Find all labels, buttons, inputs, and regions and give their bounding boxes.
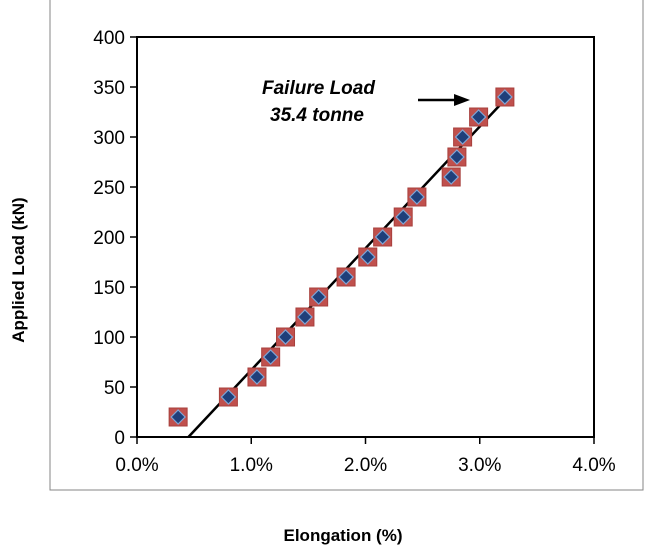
annotation-arrowhead	[454, 94, 471, 106]
data-point-diamond	[374, 229, 391, 245]
y-axis-title: Applied Load (kN)	[9, 197, 28, 342]
y-tick-label: 200	[93, 228, 125, 249]
x-axis-title: Elongation (%)	[284, 526, 403, 545]
x-tick-label: 1.0%	[230, 455, 273, 476]
data-point-diamond	[395, 209, 412, 225]
annotation-line-1: Failure Load	[262, 78, 375, 99]
x-axis-tick-labels: 0.0% 1.0% 2.0% 3.0% 4.0%	[115, 455, 615, 476]
data-point-diamond	[359, 249, 376, 265]
data-point-diamond	[249, 369, 265, 385]
x-tick-label: 2.0%	[344, 455, 387, 476]
data-point-diamond	[220, 389, 237, 405]
y-tick-label: 0	[114, 428, 125, 449]
annotation-line-2: 35.4 tonne	[270, 105, 364, 126]
plot-area	[136, 36, 595, 438]
y-axis-ticks	[130, 36, 137, 438]
x-tick-label: 4.0%	[572, 455, 615, 476]
y-tick-label: 250	[93, 178, 125, 199]
data-point-diamond	[262, 349, 279, 365]
y-tick-label: 350	[93, 78, 125, 99]
data-point-diamond	[470, 109, 487, 125]
data-point-diamond	[409, 189, 425, 205]
data-point-diamond	[297, 309, 313, 325]
y-axis-tick-labels: 0 50 100 150 200 250 300 350 400	[93, 28, 125, 449]
x-axis-ticks	[136, 437, 595, 444]
data-point-diamond	[454, 129, 471, 145]
y-tick-label: 150	[93, 278, 125, 299]
data-point-diamond	[310, 289, 327, 305]
data-points	[168, 87, 515, 427]
y-tick-label: 300	[93, 128, 125, 149]
data-point-diamond	[170, 409, 186, 425]
y-tick-label: 50	[104, 378, 125, 399]
x-tick-label: 0.0%	[115, 455, 158, 476]
y-tick-label: 400	[93, 28, 125, 49]
y-tick-label: 100	[93, 328, 125, 349]
data-point-diamond	[277, 329, 294, 345]
data-point-diamond	[443, 169, 460, 185]
data-point-diamond	[497, 89, 513, 105]
x-tick-label: 3.0%	[458, 455, 501, 476]
data-point-diamond	[338, 269, 354, 285]
data-point-diamond	[449, 149, 465, 165]
